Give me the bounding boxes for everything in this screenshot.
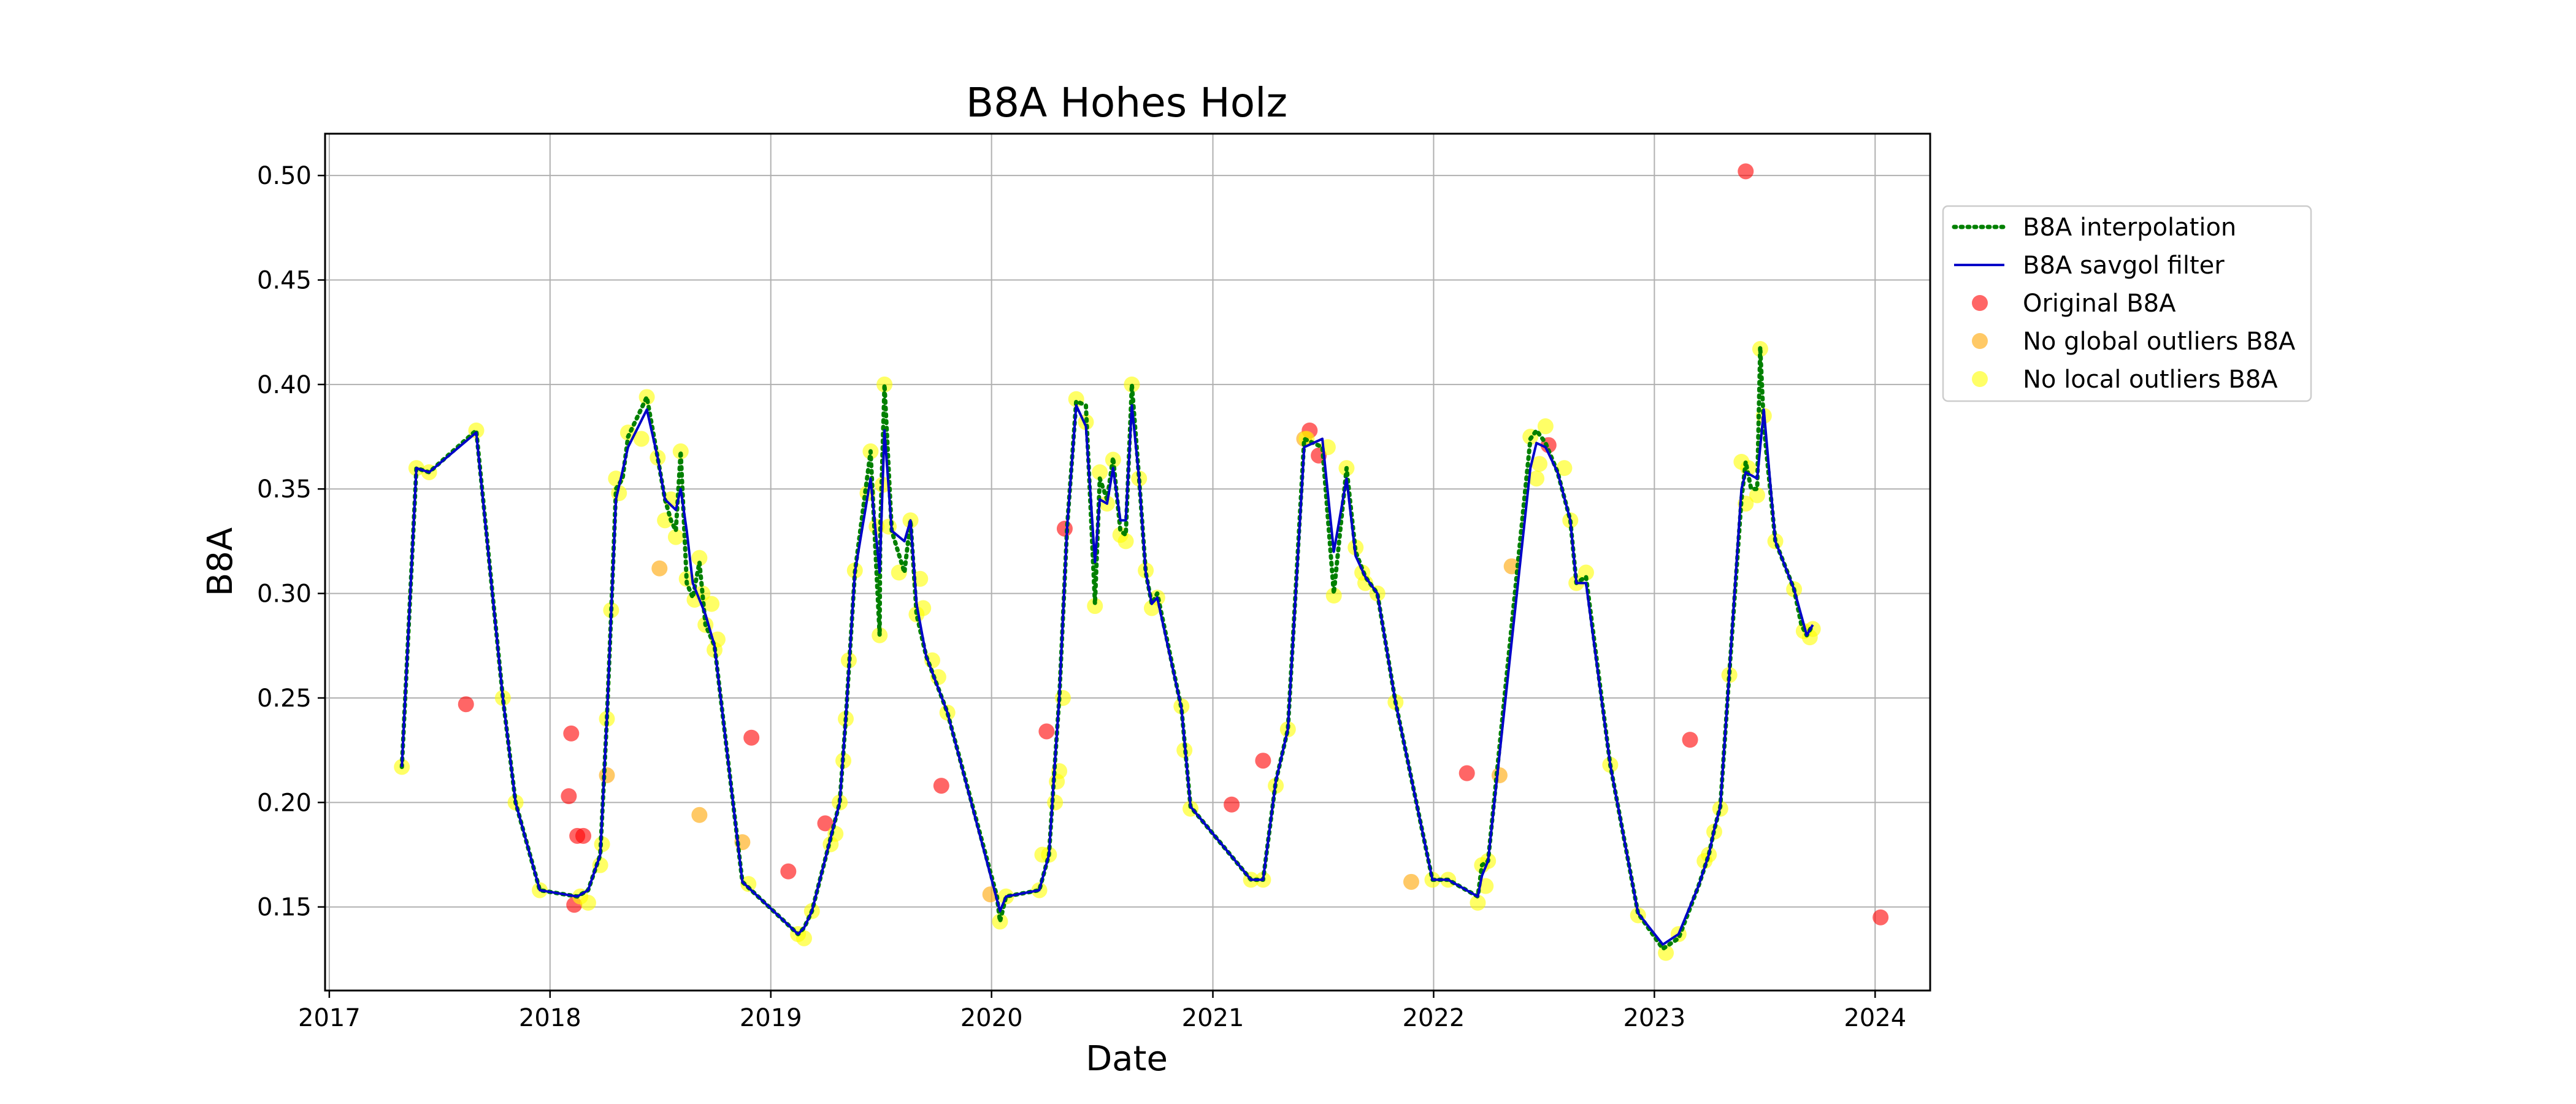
legend-label-no-global-outliers-b8a: No global outliers B8A <box>2023 328 2296 356</box>
x-tick-label: 2021 <box>1182 1004 1244 1032</box>
point-original-b8a <box>817 815 834 832</box>
point-no-local-outliers-b8a <box>672 443 689 459</box>
point-no-local-outliers-b8a <box>703 596 720 612</box>
legend-label-b8a-savgol-filter: B8A savgol filter <box>2023 251 2225 280</box>
point-original-b8a <box>1459 765 1475 781</box>
legend-marker-original-b8a <box>1972 295 1988 311</box>
y-tick-label: 0.45 <box>257 267 312 295</box>
point-no-local-outliers-b8a <box>691 550 708 566</box>
point-no-local-outliers-b8a <box>1117 533 1134 550</box>
point-no-local-outliers-b8a <box>1749 487 1765 504</box>
legend-marker-no-global-outliers-b8a <box>1972 333 1988 349</box>
point-original-b8a <box>1873 909 1889 926</box>
point-original-b8a <box>1056 520 1073 537</box>
y-tick-label: 0.50 <box>257 162 312 190</box>
point-no-local-outliers-b8a <box>1537 418 1554 435</box>
point-no-local-outliers-b8a <box>740 876 757 892</box>
point-no-local-outliers-b8a <box>1577 564 1594 581</box>
legend-marker-no-local-outliers-b8a <box>1972 371 1988 387</box>
point-no-global-outliers-b8a <box>691 807 708 823</box>
point-original-b8a <box>1038 723 1055 740</box>
point-no-local-outliers-b8a <box>1531 456 1548 472</box>
point-no-local-outliers-b8a <box>580 894 596 911</box>
y-tick-label: 0.20 <box>257 789 312 817</box>
point-no-global-outliers-b8a <box>651 560 668 577</box>
point-original-b8a <box>1255 753 1271 769</box>
y-tick-label: 0.15 <box>257 894 312 922</box>
point-no-local-outliers-b8a <box>1047 794 1064 811</box>
x-tick-label: 2023 <box>1623 1004 1685 1032</box>
point-original-b8a <box>1224 796 1240 813</box>
point-original-b8a <box>561 788 577 805</box>
x-tick-label: 2019 <box>740 1004 802 1032</box>
point-original-b8a <box>575 827 592 844</box>
point-original-b8a <box>1682 732 1698 748</box>
point-original-b8a <box>743 729 760 746</box>
y-tick-label: 0.25 <box>257 684 312 713</box>
point-original-b8a <box>458 696 474 713</box>
legend-box <box>1942 205 2312 402</box>
point-no-local-outliers-b8a <box>1470 894 1486 911</box>
y-axis-ticks: 0.15 0.20 0.25 0.30 0.35 0.40 0.45 0.50 <box>257 162 325 922</box>
point-original-b8a <box>1738 163 1754 180</box>
chart-title: B8A Hohes Holz <box>966 79 1287 126</box>
x-tick-label: 2017 <box>298 1004 361 1032</box>
point-no-local-outliers-b8a <box>1556 460 1573 477</box>
x-axis-label: Date <box>1086 1039 1168 1079</box>
point-original-b8a <box>563 725 580 742</box>
legend-label-original-b8a: Original B8A <box>2023 289 2176 318</box>
x-axis-ticks: 2017 2018 2019 2020 2021 2022 2023 2024 <box>298 991 1906 1032</box>
point-no-local-outliers-b8a <box>1325 588 1342 604</box>
plot-frame <box>324 132 1931 992</box>
point-original-b8a <box>780 863 797 880</box>
y-tick-label: 0.30 <box>257 580 312 608</box>
legend-label-no-local-outliers-b8a: No local outliers B8A <box>2023 366 2278 394</box>
point-no-local-outliers-b8a <box>633 431 650 447</box>
x-tick-label: 2018 <box>519 1004 581 1032</box>
legend-label-b8a-interpolation: B8A interpolation <box>2023 213 2236 242</box>
point-no-global-outliers-b8a <box>1403 873 1419 890</box>
legend: B8A interpolation B8A savgol filter Origin… <box>1942 205 2312 402</box>
x-tick-label: 2020 <box>960 1004 1023 1032</box>
y-tick-label: 0.35 <box>257 475 312 504</box>
point-no-global-outliers-b8a <box>599 767 615 784</box>
x-tick-label: 2024 <box>1844 1004 1906 1032</box>
y-axis-label: B8A <box>201 527 240 596</box>
y-tick-label: 0.40 <box>257 371 312 399</box>
plot-area <box>394 163 1889 961</box>
point-no-local-outliers-b8a <box>1092 464 1108 480</box>
point-no-local-outliers-b8a <box>1087 598 1103 615</box>
point-original-b8a <box>933 778 949 794</box>
point-no-local-outliers-b8a <box>1528 470 1545 487</box>
line-b8a-savgol-filter <box>401 404 1814 946</box>
point-no-local-outliers-b8a <box>663 491 680 508</box>
point-no-local-outliers-b8a <box>667 529 684 545</box>
x-tick-label: 2022 <box>1403 1004 1465 1032</box>
